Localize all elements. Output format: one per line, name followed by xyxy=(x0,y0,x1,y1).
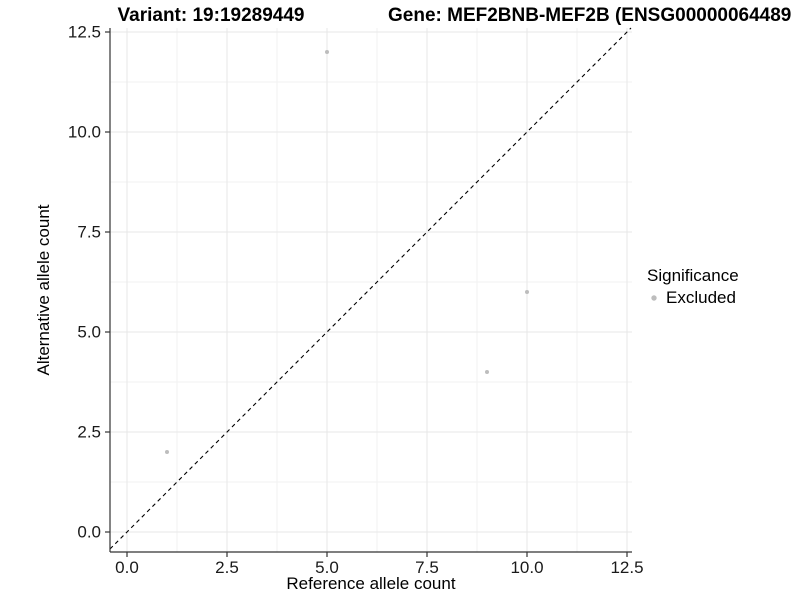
data-point xyxy=(165,450,169,454)
legend: Significance Excluded xyxy=(647,266,739,308)
data-point xyxy=(325,50,329,54)
legend-entry-excluded: Excluded xyxy=(647,288,739,308)
data-point xyxy=(485,370,489,374)
legend-title: Significance xyxy=(647,266,739,285)
x-tick-label: 7.5 xyxy=(415,558,439,577)
x-axis-title: Reference allele count xyxy=(286,574,456,593)
y-tick-label: 2.5 xyxy=(77,423,101,442)
y-tick-label: 5.0 xyxy=(77,323,101,342)
data-point xyxy=(525,290,529,294)
x-tick-label: 12.5 xyxy=(610,558,643,577)
y-tick-label: 10.0 xyxy=(68,123,101,142)
x-tick-label: 2.5 xyxy=(215,558,239,577)
plot-title-gene: Gene: MEF2BNB-MEF2B (ENSG00000064489 xyxy=(388,5,792,26)
y-tick-label: 12.5 xyxy=(68,23,101,42)
reference-line xyxy=(109,27,632,550)
legend-entry-label: Excluded xyxy=(666,288,736,307)
y-tick-label: 7.5 xyxy=(77,223,101,242)
plot-title-variant: Variant: 19:19289449 xyxy=(117,5,305,26)
x-tick-label: 10.0 xyxy=(510,558,543,577)
x-tick-label: 5.0 xyxy=(315,558,339,577)
y-tick-label: 0.0 xyxy=(77,523,101,542)
y-axis-title: Alternative allele count xyxy=(34,204,53,376)
x-tick-label: 0.0 xyxy=(115,558,139,577)
legend-point-icon xyxy=(651,295,657,301)
